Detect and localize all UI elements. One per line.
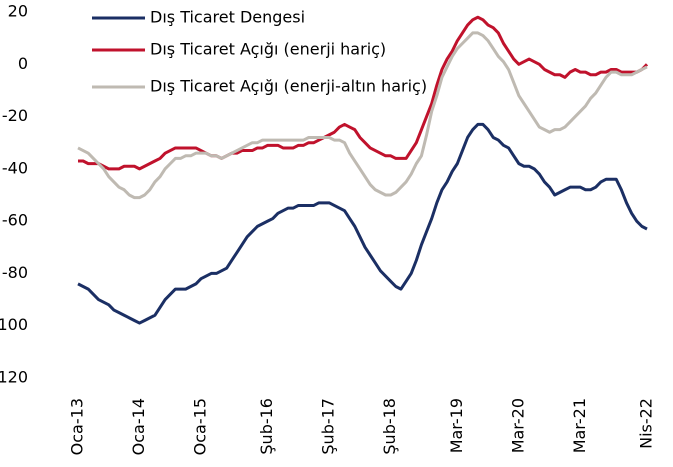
x-tick-label: Oca-14 (129, 398, 148, 455)
y-tick-label: 0 (18, 54, 28, 73)
y-tick-label: -80 (2, 263, 28, 282)
x-tick-label: Şub-18 (380, 398, 399, 455)
y-tick-label: 20 (8, 2, 28, 21)
legend-label: Dış Ticaret Açığı (enerji hariç) (150, 40, 386, 59)
y-tick-label: -120 (0, 368, 28, 387)
x-tick-label: Oca-15 (191, 398, 210, 455)
y-tick-label: -20 (2, 106, 28, 125)
x-tick-label: Nis-22 (637, 398, 656, 449)
series-line (77, 31, 648, 200)
series-line (78, 15, 649, 171)
series-line (77, 122, 648, 325)
legend-label: Dış Ticaret Açığı (enerji-altın hariç) (150, 77, 427, 96)
y-tick-label: -40 (2, 158, 28, 177)
y-tick-label: -60 (2, 211, 28, 230)
legend-label: Dış Ticaret Dengesi (150, 8, 305, 27)
x-tick-label: Mar-21 (570, 398, 589, 453)
x-tick-label: Mar-19 (447, 398, 466, 453)
x-tick-label: Şub-17 (319, 398, 338, 455)
x-tick-label: Mar-20 (508, 398, 527, 453)
y-tick-label: -100 (0, 315, 28, 334)
x-tick-label: Oca-13 (68, 398, 87, 455)
x-tick-label: Şub-16 (257, 398, 276, 455)
